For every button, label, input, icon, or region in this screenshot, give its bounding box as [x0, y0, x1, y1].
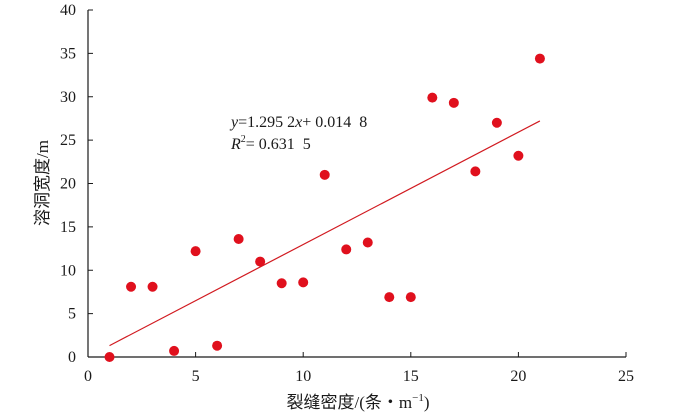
- x-tick-label: 10: [295, 368, 311, 385]
- y-tick-label: 20: [60, 176, 76, 193]
- data-point: [212, 340, 223, 351]
- x-axis-title: 裂缝密度/(条・m−1): [287, 392, 430, 412]
- x-axis-title-sup: −1: [412, 392, 424, 404]
- data-point: [190, 246, 201, 257]
- eq-intercept: + 0.014 8: [302, 114, 367, 131]
- r2-value: = 0.631 5: [246, 136, 311, 153]
- x-tick-label: 25: [618, 368, 634, 385]
- data-point: [491, 117, 502, 128]
- data-point: [276, 278, 287, 289]
- x-tick-label: 5: [192, 368, 200, 385]
- y-tick-label: 25: [60, 132, 76, 149]
- y-tick-label: 10: [60, 262, 76, 279]
- y-tick-label: 35: [60, 45, 76, 62]
- data-point: [470, 166, 481, 177]
- data-point: [104, 352, 115, 362]
- x-axis-title-suffix: ): [424, 393, 430, 412]
- r-squared: R2= 0.631 5: [230, 134, 311, 153]
- axes: [87, 10, 626, 358]
- x-axis-ticks: 0 5 10 15 20 25: [84, 352, 634, 385]
- data-point: [362, 237, 373, 248]
- y-axis-title: 溶洞宽度/m: [33, 140, 52, 226]
- data-point: [341, 244, 352, 255]
- y-tick-label: 40: [60, 2, 76, 19]
- y-tick-label: 0: [68, 349, 76, 366]
- data-point: [319, 169, 330, 180]
- data-point: [298, 277, 309, 288]
- data-point: [405, 292, 416, 303]
- data-point: [147, 281, 158, 292]
- r2-sup: 2: [241, 134, 246, 145]
- y-tick-label: 15: [60, 219, 76, 236]
- data-point: [384, 292, 395, 303]
- x-tick-label: 0: [84, 368, 92, 385]
- eq-slope: =1.295 2: [238, 114, 295, 131]
- eq-y-var: y: [229, 114, 239, 131]
- data-point: [126, 281, 137, 292]
- x-axis-title-main: 裂缝密度/(条・m: [287, 393, 413, 412]
- r2-r: R: [230, 136, 241, 153]
- x-tick-label: 20: [510, 368, 526, 385]
- eq-x-var: x: [294, 114, 302, 131]
- trendline: [109, 120, 541, 347]
- data-point: [233, 234, 244, 245]
- data-point: [448, 97, 459, 108]
- data-point: [513, 150, 524, 161]
- regression-equation: y=1.295 2x+ 0.014 8: [229, 114, 367, 131]
- y-tick-label: 5: [68, 306, 76, 323]
- y-tick-label: 30: [60, 89, 76, 106]
- x-tick-label: 15: [403, 368, 419, 385]
- data-point: [534, 53, 545, 64]
- y-axis-ticks: 0 5 10 15 20 25 30 35 40: [60, 2, 93, 366]
- data-point: [169, 345, 180, 356]
- data-points: [104, 53, 545, 362]
- data-point: [427, 92, 438, 103]
- data-point: [255, 256, 266, 267]
